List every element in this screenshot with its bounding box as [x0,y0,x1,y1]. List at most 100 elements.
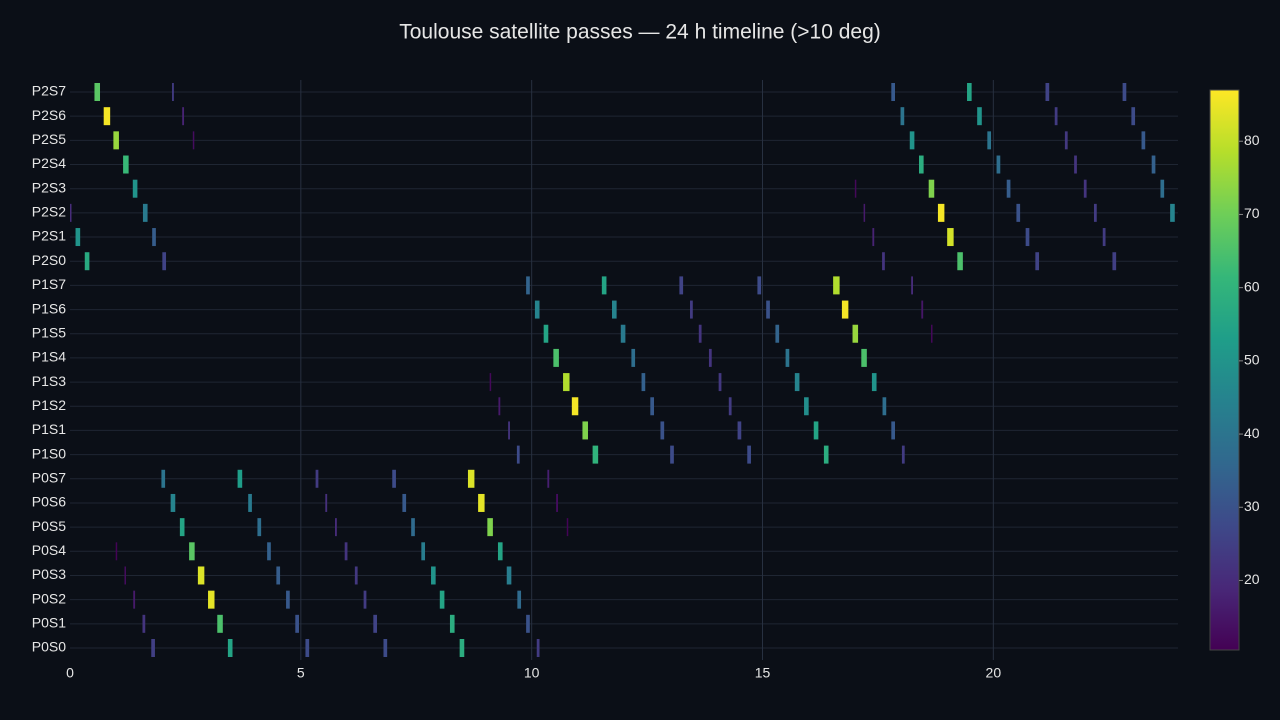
colorbar-tick-label: 60 [1244,278,1260,294]
pass-bar [197,566,205,585]
y-tick-label: P0S6 [32,494,66,510]
pass-bar [660,421,665,440]
pass-bar [566,518,569,537]
pass-bar [547,469,550,488]
pass-bar [631,348,636,367]
pass-bar [937,203,945,222]
y-tick-label: P0S2 [32,590,66,606]
pass-bar [650,397,655,416]
y-tick-label: P2S1 [32,228,66,244]
y-tick-label: P0S5 [32,518,66,534]
y-tick-label: P1S3 [32,373,66,389]
pass-bar [497,542,503,561]
pass-bar [928,179,935,198]
pass-bar [854,179,857,198]
pass-bar [967,83,972,101]
pass-bar [785,348,790,367]
pass-bar [162,252,167,271]
y-tick-label: P2S0 [32,252,66,268]
pass-bar [947,228,954,247]
pass-bar [75,228,81,247]
pass-bar [132,179,138,198]
pass-bar [508,421,510,440]
pass-bar [517,590,522,609]
pass-bar [526,614,530,633]
colorbar-tick-label: 70 [1244,205,1260,221]
pass-bar [804,397,809,416]
pass-bar [1064,131,1068,150]
pass-bar [208,590,215,609]
pass-bar [747,445,751,464]
pass-bar [921,300,924,319]
pass-bar [478,493,485,512]
pass-bar [670,445,674,464]
pass-bar [1093,203,1097,222]
pass-bar [882,397,887,416]
pass-bar [1035,252,1040,271]
pass-bar [690,300,693,319]
pass-bar [498,397,501,416]
pass-bar [534,300,540,319]
pass-bar [1102,228,1106,247]
pass-bar [267,542,271,561]
pass-bar [170,493,176,512]
pass-bar [373,614,378,633]
colorbar-tick-label: 50 [1244,352,1260,368]
pass-bar [179,518,185,537]
pass-bar [402,493,407,512]
pass-bar [794,373,800,392]
pass-bar [757,276,762,295]
pass-bar [1016,203,1021,222]
pass-bar [421,542,426,561]
pass-bar [383,639,388,657]
pass-bar [506,566,512,585]
pass-bar [901,445,905,464]
pass-bar [1170,203,1175,222]
pass-bar [1141,131,1146,150]
y-tick-label: P1S5 [32,324,66,340]
colorbar-tick-label: 80 [1244,132,1260,148]
pass-bar [1006,179,1011,198]
pass-bar [411,518,415,537]
pass-bar [957,252,963,271]
pass-bar [571,397,579,416]
pass-bar [103,107,111,126]
pass-bar [84,252,90,271]
pass-bar [620,324,626,343]
pass-bar [431,566,436,585]
pass-bar [182,107,185,126]
y-tick-label: P1S6 [32,300,66,316]
colorbar-tick-label: 30 [1244,498,1260,514]
pass-bar [641,373,646,392]
x-tick-label: 5 [297,665,305,681]
pass-bar [334,518,337,537]
pass-bar [1151,155,1156,174]
pass-bar [909,131,915,150]
pass-bar [996,155,1001,174]
pass-bar [1045,83,1050,101]
pass-bar [728,397,732,416]
pass-bar [863,203,866,222]
pass-bar [489,373,492,392]
pass-bar [113,131,119,150]
pass-bar [919,155,924,174]
pass-bar [1025,228,1030,247]
pass-bar [70,203,72,222]
pass-bar [611,300,617,319]
pass-bar [601,276,607,295]
pass-bar [189,542,195,561]
pass-bar [133,590,136,609]
pass-bar [94,83,101,101]
pass-bar [871,373,877,392]
pass-bar [833,276,840,295]
pass-bar [823,445,829,464]
pass-bar [439,590,445,609]
pass-bar [1074,155,1077,174]
pass-bar [315,469,319,488]
pass-bar [276,566,281,585]
pass-bar [151,639,155,657]
pass-bar [708,348,712,367]
pass-bar [305,639,310,657]
pass-bar [553,348,559,367]
